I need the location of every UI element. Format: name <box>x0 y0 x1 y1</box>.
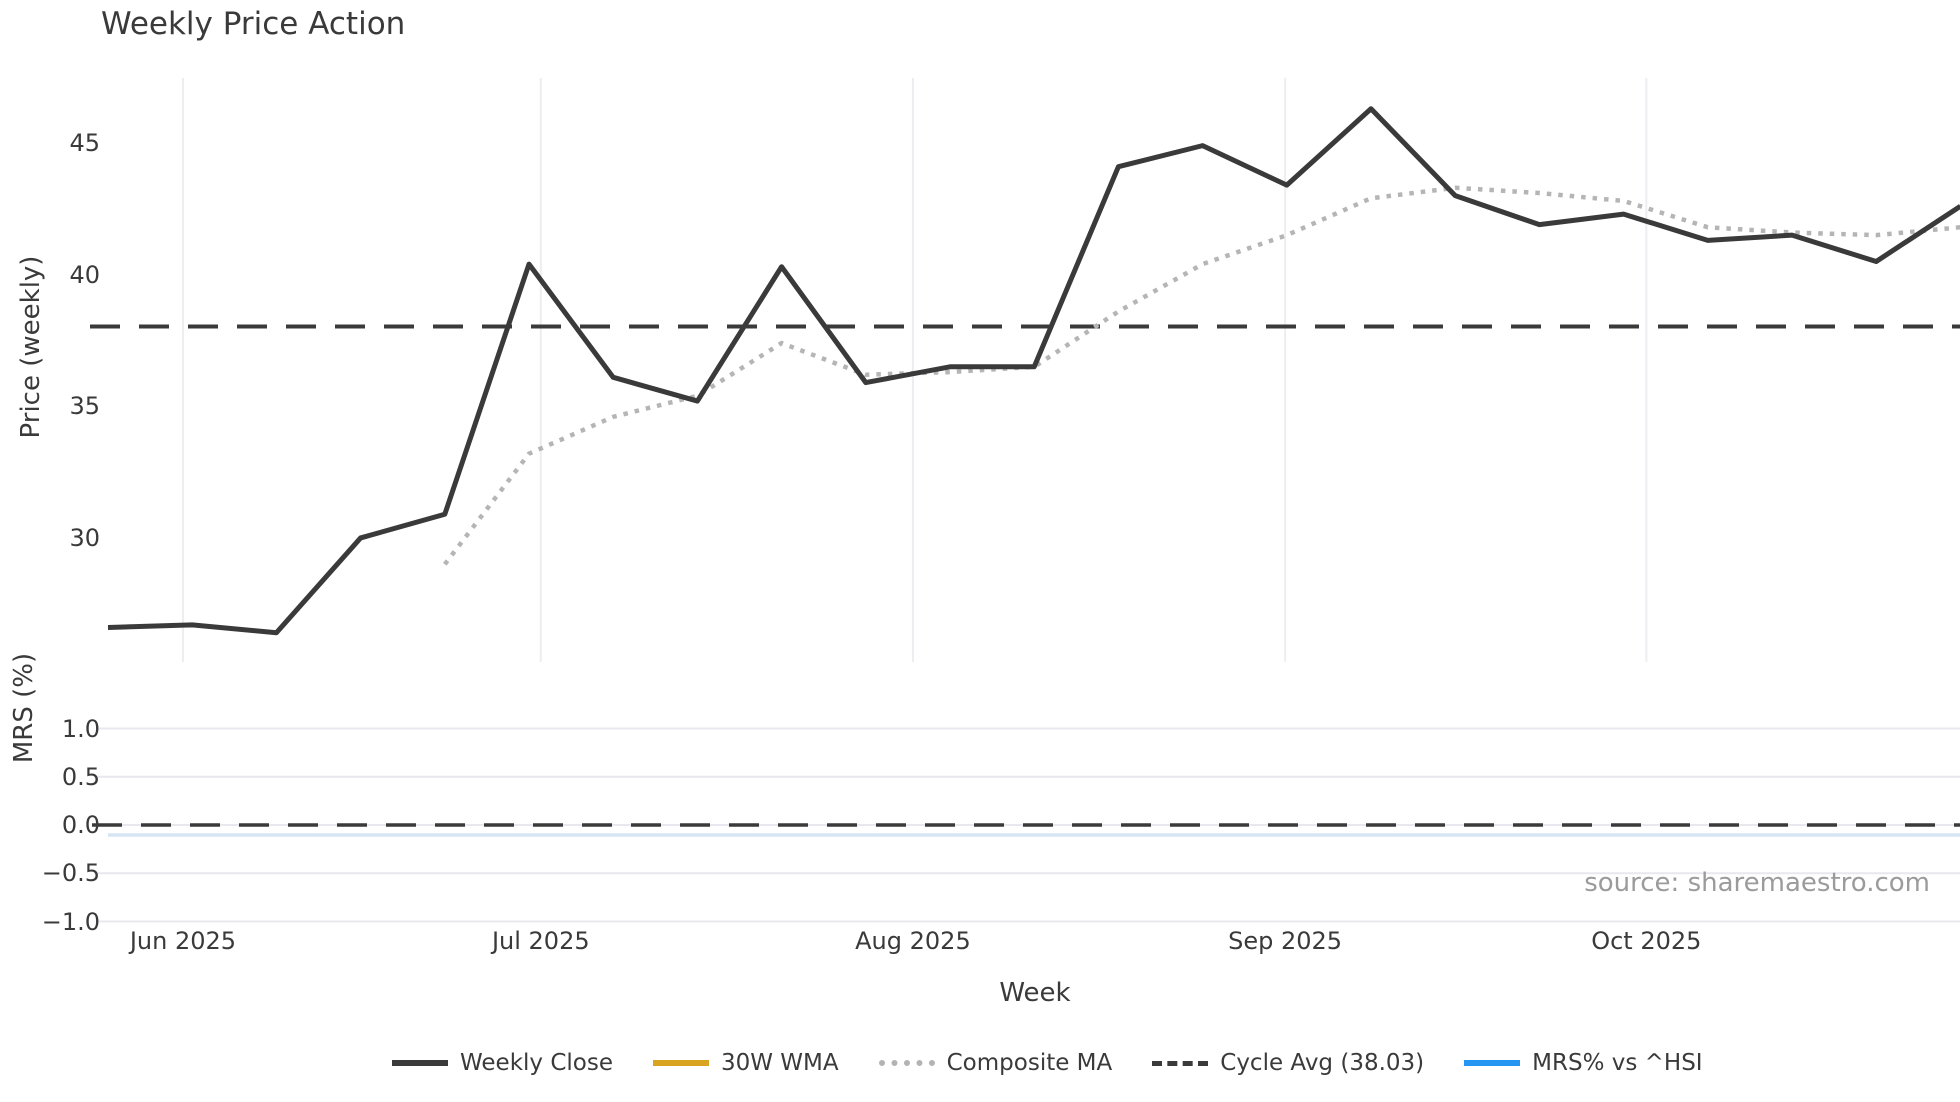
price-ytick-label: 30 <box>69 523 100 552</box>
price-ytick-label: 45 <box>69 129 100 157</box>
legend-label: 30W WMA <box>720 1050 839 1076</box>
legend-item-weekly-close[interactable]: Weekly Close <box>392 1050 613 1076</box>
month-xtick-label: Jun 2025 <box>129 927 237 955</box>
wma-line-swatch-icon <box>652 1060 709 1066</box>
mrs-ytick-label: 0.5 <box>61 762 100 791</box>
legend-label: MRS% vs ^HSI <box>1532 1050 1703 1076</box>
mrs-ytick-label: −1.0 <box>41 907 100 936</box>
composite-ma-line <box>443 185 1960 566</box>
composite-ma-swatch-icon <box>878 1060 935 1066</box>
legend-item-30w-wma[interactable]: 30W WMA <box>652 1050 839 1076</box>
cycle-avg-swatch-icon <box>1152 1060 1209 1066</box>
month-xtick-label: Sep 2025 <box>1228 927 1343 955</box>
mrs-ytick-label: 0.0 <box>61 811 100 839</box>
legend-item-mrs[interactable]: MRS% vs ^HSI <box>1464 1050 1703 1076</box>
weekly-close-line <box>107 106 1960 636</box>
weekly-close-line-swatch-icon <box>392 1060 448 1066</box>
legend: Weekly Close 30W WMA Composite MA Cycle … <box>392 1050 1703 1076</box>
price-ytick-label: 40 <box>69 260 100 289</box>
price-ytick-label: 35 <box>69 392 100 421</box>
source-note: source: sharemaestro.com <box>1584 868 1930 898</box>
chart-title: Weekly Price Action <box>101 6 406 42</box>
x-axis-title: Week <box>999 978 1071 1008</box>
mrs-ytick-label: −0.5 <box>41 859 100 888</box>
legend-label: Composite MA <box>946 1050 1113 1076</box>
legend-label: Cycle Avg (38.03) <box>1220 1050 1425 1076</box>
month-xtick-label: Oct 2025 <box>1591 927 1702 955</box>
mrs-ytick-label: 1.0 <box>61 714 100 743</box>
month-xtick-label: Jul 2025 <box>491 927 590 955</box>
mrs-line-swatch-icon <box>1464 1060 1521 1066</box>
legend-label: Weekly Close <box>460 1050 613 1076</box>
month-xtick-label: Aug 2025 <box>855 927 971 955</box>
legend-item-composite-ma[interactable]: Composite MA <box>878 1050 1113 1076</box>
legend-item-cycle-avg[interactable]: Cycle Avg (38.03) <box>1152 1050 1424 1076</box>
